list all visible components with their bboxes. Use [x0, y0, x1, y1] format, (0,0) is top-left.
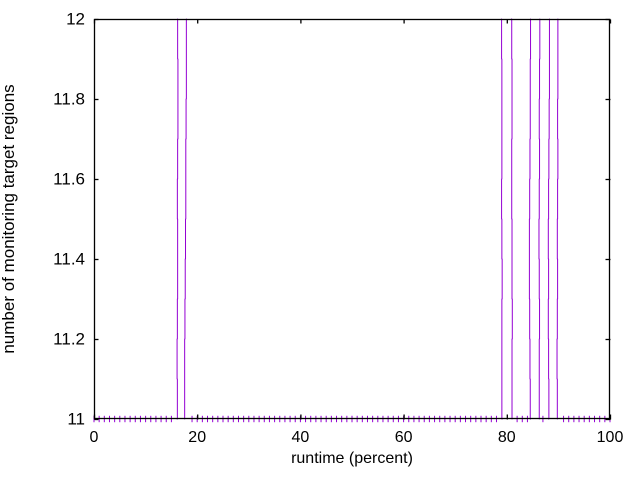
svg-text:11.4: 11.4 — [53, 250, 85, 269]
svg-text:11: 11 — [67, 410, 85, 429]
svg-text:60: 60 — [395, 429, 413, 446]
svg-text:11.8: 11.8 — [53, 90, 85, 109]
svg-text:11.2: 11.2 — [53, 330, 85, 349]
svg-text:80: 80 — [498, 429, 516, 446]
svg-text:40: 40 — [292, 429, 310, 446]
svg-text:20: 20 — [188, 429, 206, 446]
svg-text:0: 0 — [90, 429, 99, 446]
svg-text:11.6: 11.6 — [53, 170, 85, 189]
svg-text:runtime (percent): runtime (percent) — [291, 450, 413, 467]
svg-text:100: 100 — [597, 429, 624, 446]
svg-text:number of monitoring target re: number of monitoring target regions — [0, 84, 18, 353]
svg-text:12: 12 — [66, 10, 85, 29]
